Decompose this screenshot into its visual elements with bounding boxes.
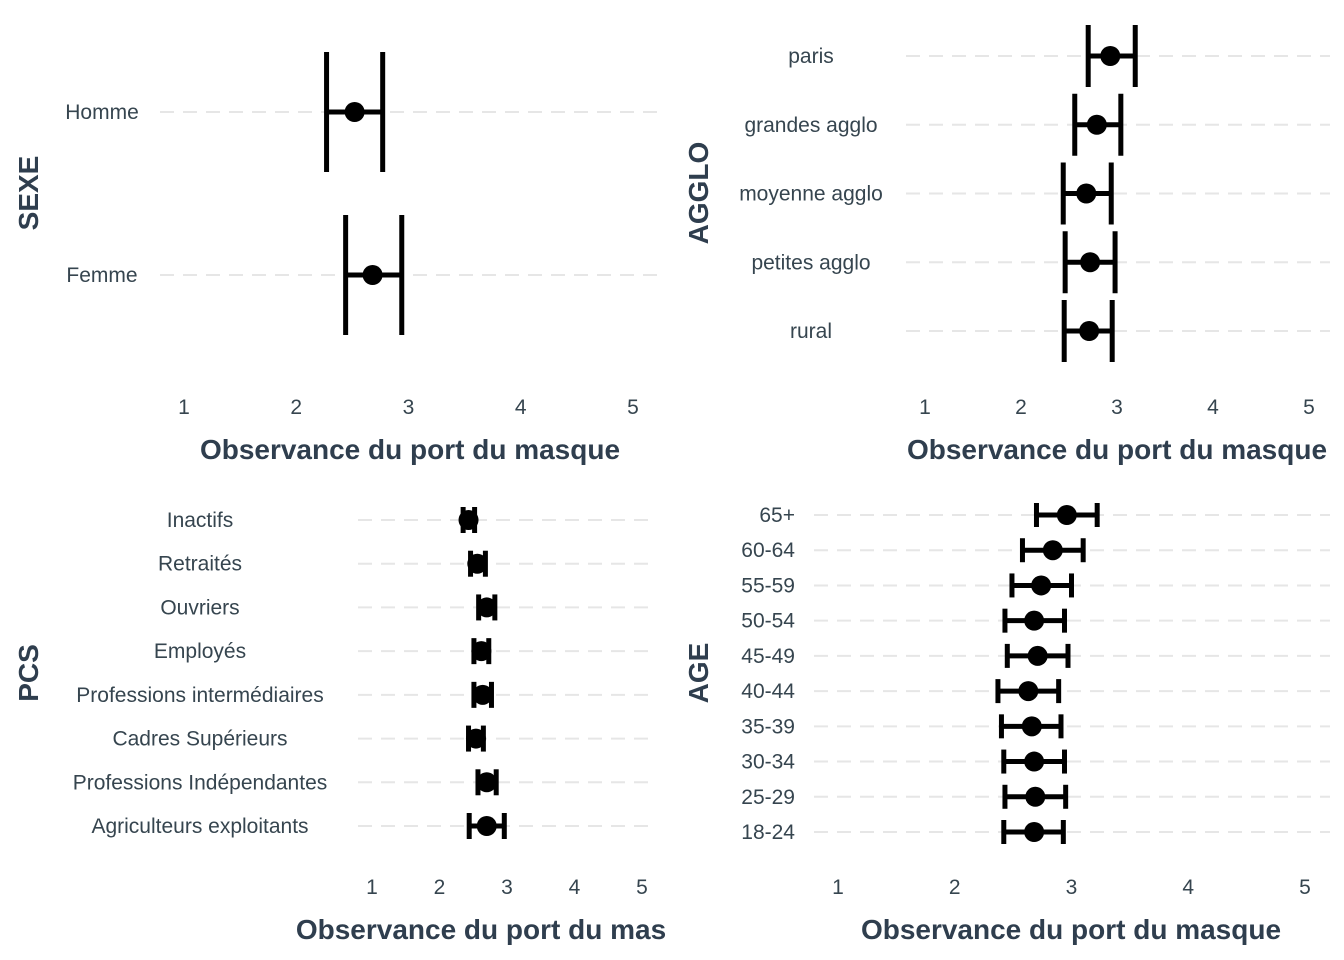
- category-label: Employés: [154, 640, 246, 663]
- x-tick-label: 2: [290, 396, 302, 419]
- category-label: Homme: [65, 101, 139, 124]
- estimate-point: [476, 597, 497, 618]
- x-tick-label: 4: [1207, 396, 1219, 419]
- x-tick-label: 5: [627, 396, 639, 419]
- estimate-point: [1024, 822, 1045, 842]
- x-tick-label: 3: [1111, 396, 1123, 419]
- category-label: Retraités: [158, 553, 242, 576]
- x-tick-label: 5: [1299, 876, 1311, 899]
- category-label: 35-39: [741, 715, 795, 738]
- y-axis-title: AGE: [683, 643, 714, 704]
- x-tick-label: 5: [636, 876, 648, 899]
- panel-sexe: 1 2 3 4 5 Homme Femme Observance du port du mas…: [13, 52, 658, 465]
- x-tick-label: 3: [1066, 876, 1078, 899]
- category-label: 18-24: [741, 821, 795, 844]
- estimate-point: [1076, 183, 1097, 204]
- estimate-point: [1100, 46, 1121, 66]
- panel-pcs: 1 2 3 4 5 Inactifs Retraités Ouvriers Employés Pr…: [13, 507, 666, 945]
- estimate-point: [1080, 252, 1101, 273]
- category-label: moyenne agglo: [739, 183, 883, 206]
- category-label: Inactifs: [167, 509, 234, 532]
- y-axis-title: AGGLO: [683, 142, 714, 245]
- category-label: 60-64: [741, 539, 795, 562]
- estimate-point: [362, 265, 383, 285]
- category-label: Ouvriers: [160, 596, 239, 619]
- category-label: rural: [790, 320, 832, 343]
- estimate-point: [476, 816, 497, 836]
- estimate-point: [1025, 786, 1046, 807]
- estimate-point: [458, 510, 479, 530]
- estimate-point: [1042, 540, 1063, 561]
- category-label: Cadres Supérieurs: [112, 728, 287, 751]
- category-label: 50-54: [741, 610, 795, 633]
- category-label: 25-29: [741, 786, 795, 809]
- x-tick-label: 2: [1015, 396, 1027, 419]
- panel-age: 1 2 3 4 5 65+ 60-64 55-59 50-54 45-49 40-44 35-39 30…: [683, 503, 1330, 945]
- estimate-point: [1018, 681, 1039, 702]
- estimate-point: [465, 728, 486, 749]
- category-label: 45-49: [741, 645, 795, 668]
- category-label: 65+: [759, 504, 795, 527]
- category-label: 40-44: [741, 680, 795, 703]
- category-label: paris: [788, 45, 834, 68]
- x-tick-label: 2: [434, 876, 446, 899]
- estimate-point: [344, 102, 365, 122]
- estimate-point: [1079, 321, 1100, 341]
- x-tick-label: 1: [919, 396, 931, 419]
- x-axis-title: Observance du port du mas: [296, 914, 666, 945]
- estimate-point: [1027, 645, 1048, 666]
- x-axis-title: Observance du port du masque: [907, 434, 1327, 465]
- y-axis-title: SEXE: [13, 156, 44, 231]
- category-label: Femme: [66, 264, 137, 287]
- estimate-point: [467, 553, 488, 574]
- x-tick-label: 3: [501, 876, 513, 899]
- x-tick-label: 4: [569, 876, 581, 899]
- estimate-point: [1024, 751, 1045, 772]
- category-label: Agriculteurs exploitants: [91, 815, 308, 838]
- x-axis-title: Observance du port du masque: [200, 434, 620, 465]
- estimate-point: [476, 772, 497, 793]
- category-label: 30-34: [741, 751, 795, 774]
- category-label: Professions intermédiaires: [76, 684, 323, 707]
- panel-agglo: 1 2 3 4 5 paris grandes agglo moyenne agglo peti…: [683, 25, 1330, 465]
- estimate-point: [1024, 610, 1045, 631]
- estimate-point: [471, 641, 492, 662]
- estimate-point: [1031, 575, 1052, 596]
- category-label: Professions Indépendantes: [73, 771, 328, 794]
- estimate-point: [1086, 114, 1107, 135]
- x-tick-label: 1: [178, 396, 190, 419]
- x-tick-label: 1: [366, 876, 378, 899]
- x-tick-label: 3: [403, 396, 415, 419]
- x-tick-label: 5: [1303, 396, 1315, 419]
- category-label: petites agglo: [751, 251, 870, 274]
- x-tick-label: 2: [949, 876, 961, 899]
- estimate-point: [1021, 716, 1042, 737]
- x-tick-label: 1: [832, 876, 844, 899]
- x-axis-title: Observance du port du masque: [861, 914, 1281, 945]
- x-tick-label: 4: [515, 396, 527, 419]
- x-tick-label: 4: [1182, 876, 1194, 899]
- category-label: grandes agglo: [744, 114, 877, 137]
- estimate-point: [472, 684, 493, 705]
- y-axis-title: PCS: [13, 644, 44, 702]
- estimate-point: [1056, 505, 1077, 525]
- category-label: 55-59: [741, 574, 795, 597]
